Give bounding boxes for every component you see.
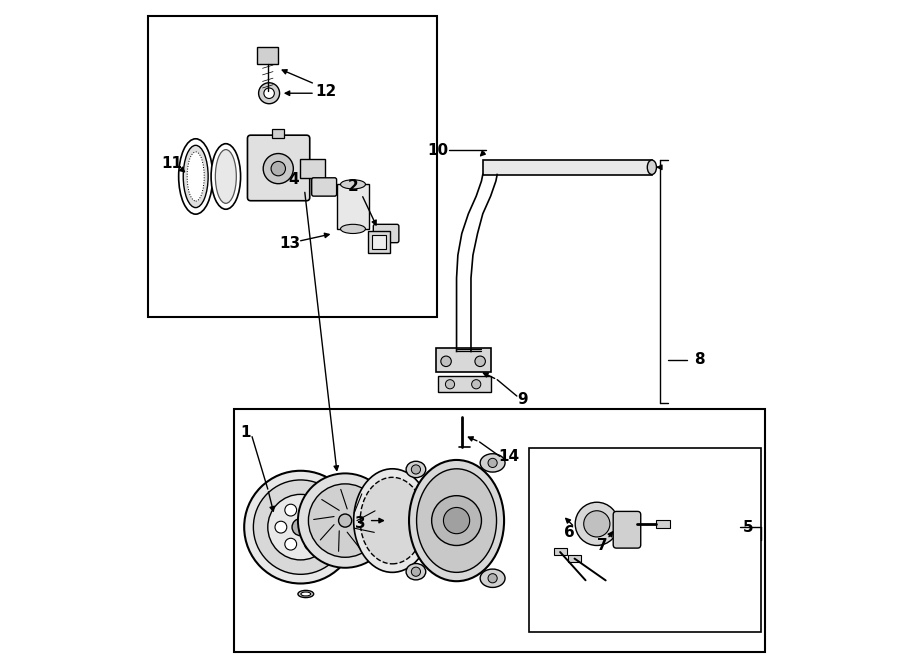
Bar (656, 520, 670, 527)
Text: 2: 2 (347, 179, 358, 194)
Ellipse shape (647, 160, 656, 175)
Bar (300, 159, 325, 178)
Circle shape (584, 511, 610, 537)
Text: 11: 11 (161, 156, 182, 171)
Bar (273, 130, 284, 138)
Bar (338, 184, 369, 229)
Circle shape (446, 379, 454, 389)
Text: 8: 8 (694, 352, 705, 368)
Circle shape (304, 504, 316, 516)
Ellipse shape (298, 590, 314, 598)
FancyBboxPatch shape (613, 512, 641, 548)
Circle shape (284, 504, 297, 516)
Bar (528, 448, 761, 632)
Circle shape (284, 538, 297, 550)
Ellipse shape (340, 224, 365, 233)
Text: 12: 12 (315, 84, 336, 98)
Bar (568, 555, 581, 562)
Text: 6: 6 (564, 525, 575, 540)
Ellipse shape (481, 569, 505, 588)
Circle shape (475, 356, 485, 367)
Text: 9: 9 (517, 392, 527, 407)
Ellipse shape (212, 143, 240, 210)
Text: 14: 14 (499, 449, 519, 464)
Ellipse shape (187, 152, 204, 201)
Circle shape (263, 153, 293, 184)
Circle shape (411, 567, 420, 576)
Ellipse shape (409, 460, 504, 581)
Ellipse shape (481, 453, 505, 472)
Ellipse shape (301, 592, 310, 596)
Bar (257, 48, 278, 63)
Text: 3: 3 (355, 516, 365, 531)
Bar (372, 235, 386, 249)
Ellipse shape (354, 469, 431, 572)
Circle shape (472, 379, 481, 389)
Circle shape (314, 522, 326, 533)
Ellipse shape (417, 469, 497, 572)
Circle shape (298, 473, 392, 568)
Circle shape (441, 356, 451, 367)
Bar (482, 160, 652, 175)
Bar (368, 231, 391, 253)
Bar (438, 376, 491, 392)
Circle shape (271, 161, 285, 176)
FancyBboxPatch shape (248, 136, 310, 201)
Circle shape (264, 88, 274, 98)
Text: 7: 7 (597, 538, 608, 553)
Text: 4: 4 (289, 173, 300, 187)
Circle shape (309, 484, 382, 557)
Circle shape (254, 480, 347, 574)
FancyBboxPatch shape (374, 224, 399, 243)
FancyBboxPatch shape (311, 178, 337, 196)
Text: 13: 13 (279, 237, 300, 251)
Circle shape (488, 458, 497, 467)
Ellipse shape (360, 477, 425, 564)
Ellipse shape (406, 461, 426, 478)
Ellipse shape (215, 149, 237, 204)
Circle shape (488, 574, 497, 583)
Circle shape (338, 514, 352, 527)
Circle shape (292, 519, 309, 535)
Circle shape (268, 494, 333, 560)
Circle shape (258, 83, 280, 104)
Bar (148, 16, 436, 317)
Bar (554, 548, 567, 555)
Ellipse shape (340, 180, 365, 189)
Text: 5: 5 (742, 520, 753, 535)
Circle shape (432, 496, 482, 545)
Text: 1: 1 (240, 424, 251, 440)
Circle shape (575, 502, 618, 545)
Circle shape (411, 465, 420, 474)
Ellipse shape (178, 139, 212, 214)
Bar (234, 409, 765, 652)
Text: 10: 10 (428, 143, 449, 158)
Circle shape (444, 508, 470, 533)
Ellipse shape (184, 145, 208, 208)
Circle shape (304, 538, 316, 550)
Bar (436, 348, 491, 372)
Ellipse shape (406, 564, 426, 580)
Circle shape (244, 471, 357, 584)
Circle shape (275, 522, 287, 533)
